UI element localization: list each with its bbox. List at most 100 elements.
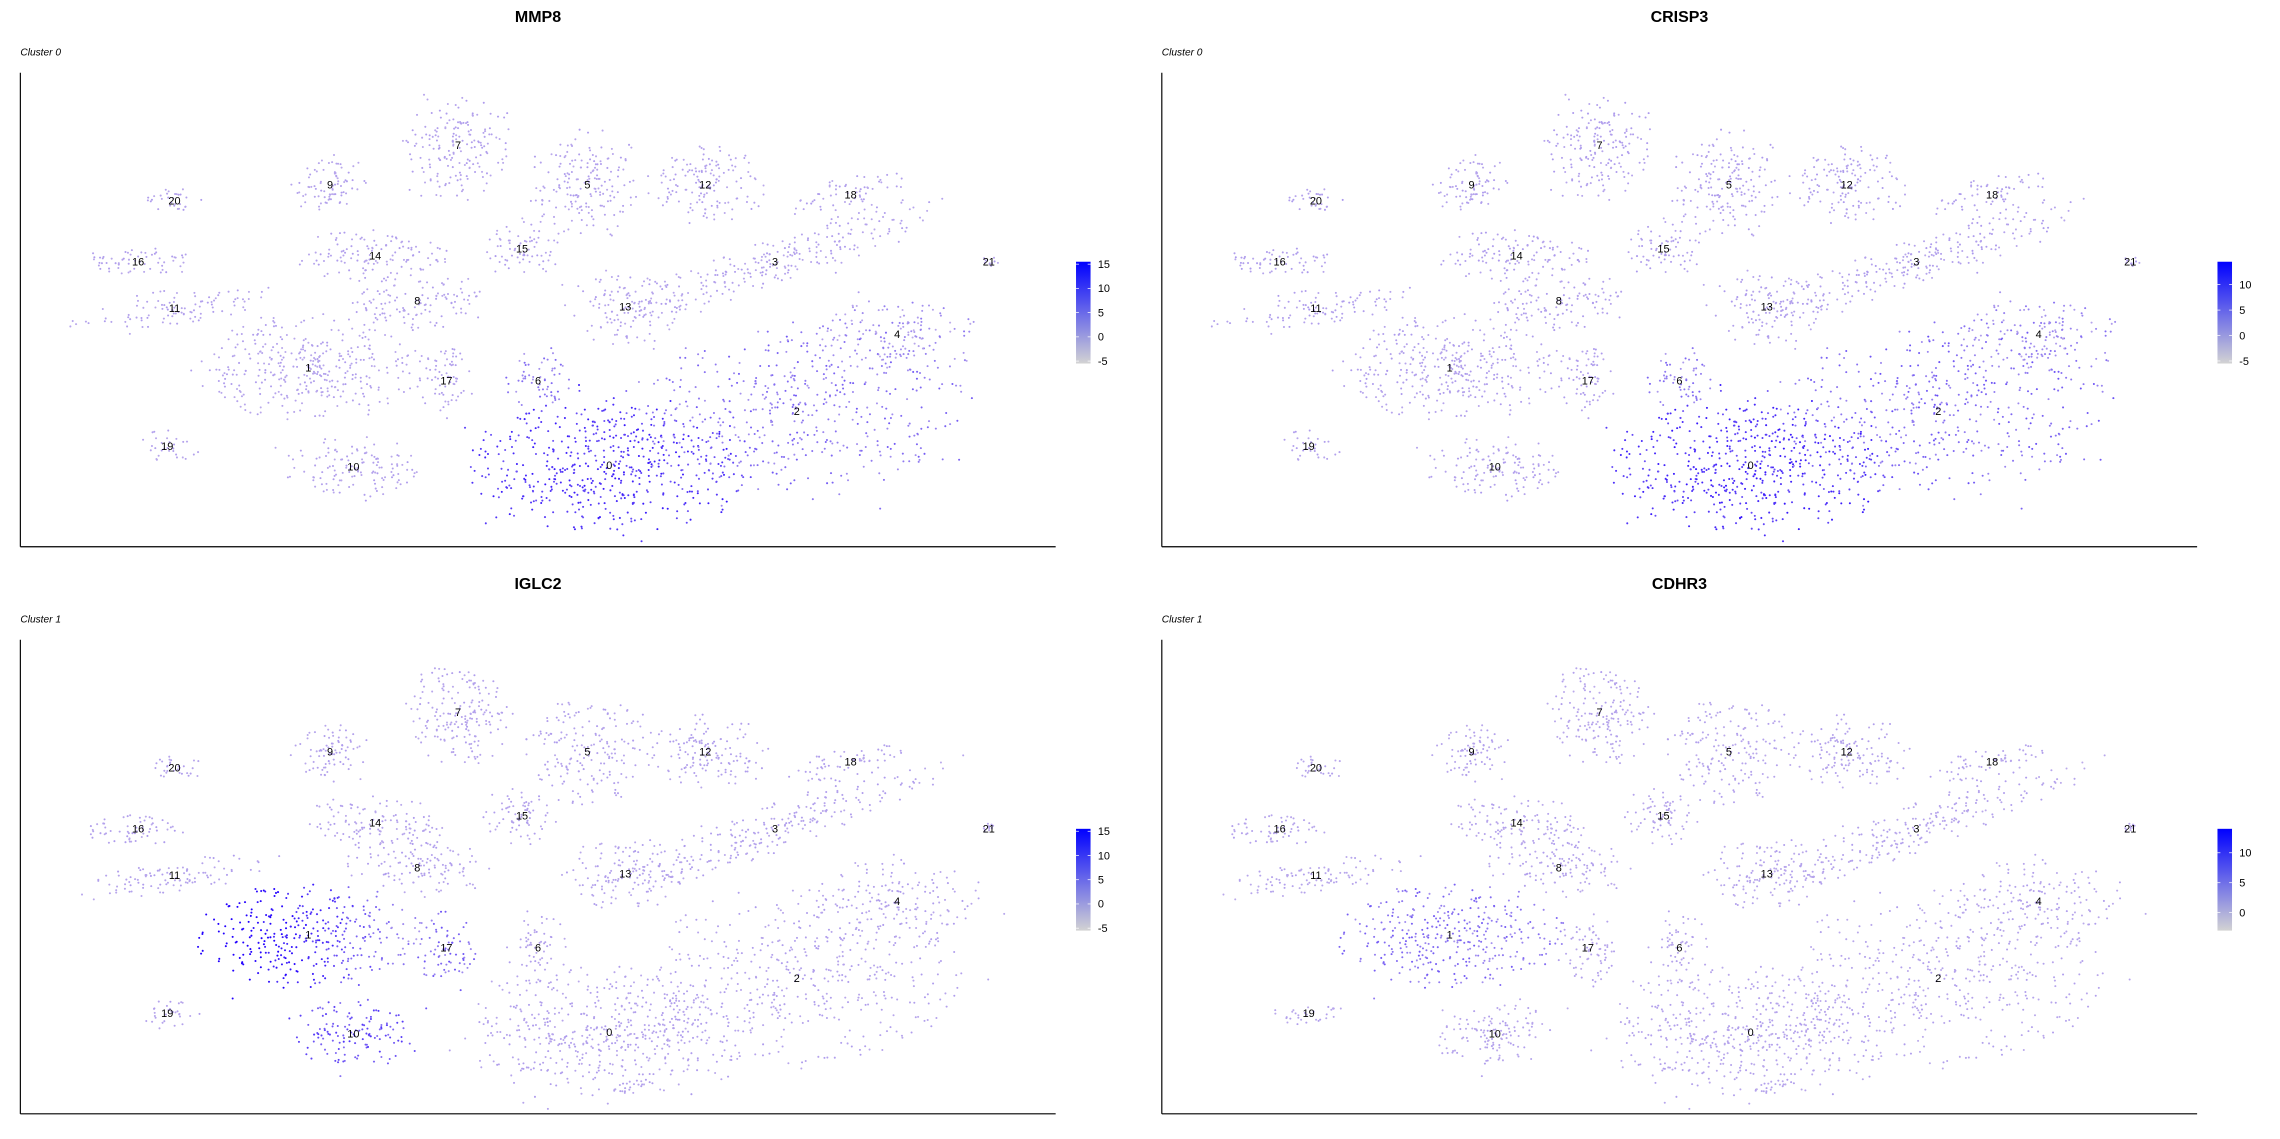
cell-point-cluster-0 (552, 440, 554, 442)
cell-point-cluster-8 (453, 307, 455, 309)
cell-point-cluster-2 (886, 428, 888, 430)
cell-point-cluster-5 (613, 196, 615, 198)
cell-point-cluster-2 (1991, 382, 1993, 384)
cell-point-cluster-5 (530, 200, 532, 202)
cell-point-cluster-0 (1843, 439, 1845, 441)
cell-point-cluster-4 (2105, 359, 2107, 361)
cell-point-cluster-0 (1818, 510, 1820, 512)
cell-point-cluster-7 (503, 116, 505, 118)
cell-point-cluster-14 (372, 229, 374, 231)
cell-point-cluster-2 (744, 348, 746, 350)
cell-point-cluster-2 (1907, 391, 1909, 393)
cell-point-cluster-19 (176, 456, 178, 458)
cell-point-cluster-10 (413, 475, 415, 477)
cell-point-cluster-4 (1980, 335, 1982, 337)
cell-point-cluster-18 (877, 176, 879, 178)
cell-point-cluster-8 (425, 303, 427, 305)
cell-point-cluster-2 (753, 386, 755, 388)
cell-point-cluster-2 (1879, 489, 1881, 491)
cell-point-cluster-9 (323, 169, 325, 171)
cell-point-cluster-15 (496, 230, 498, 232)
cell-point-cluster-2 (815, 426, 817, 428)
cell-point-cluster-0 (620, 480, 622, 482)
cell-point-cluster-12 (763, 194, 765, 196)
cell-point-cluster-0 (643, 456, 645, 458)
cell-point-cluster-3 (858, 212, 860, 214)
cell-point-cluster-4 (830, 329, 832, 331)
cell-point-cluster-4 (1978, 339, 1980, 341)
cell-point-cluster-4 (2055, 343, 2057, 345)
cell-point-cluster-0 (569, 495, 571, 497)
cell-point-cluster-13 (1728, 330, 1730, 332)
cell-point-cluster-3 (781, 279, 783, 281)
cell-point-cluster-2 (1862, 505, 1864, 507)
cell-point-cluster-0 (509, 436, 511, 438)
cell-point-cluster-16 (149, 268, 151, 270)
cell-point-cluster-0 (618, 478, 620, 480)
cell-point-cluster-0 (670, 481, 672, 483)
cell-point-cluster-2 (927, 426, 929, 428)
cell-point-cluster-7 (466, 175, 468, 177)
cell-point-cluster-2 (1985, 341, 1987, 343)
cell-point-cluster-2 (921, 406, 923, 408)
cell-point-cluster-0 (696, 406, 698, 408)
cell-point-cluster-3 (789, 254, 791, 256)
cell-point-cluster-2 (791, 439, 793, 441)
cell-point-cluster-0 (1828, 450, 1830, 452)
cell-point-cluster-17 (455, 364, 457, 366)
cell-point-cluster-2 (1846, 418, 1848, 420)
cell-point-cluster-5 (567, 181, 569, 183)
cell-point-cluster-2 (1975, 404, 1977, 406)
cell-point-cluster-17 (439, 409, 441, 411)
cell-point-cluster-10 (364, 494, 366, 496)
cell-point-cluster-0 (1705, 469, 1707, 471)
cell-point-cluster-4 (2037, 353, 2039, 355)
cell-point-cluster-0 (615, 435, 617, 437)
cell-point-cluster-3 (723, 257, 725, 259)
cell-point-cluster-12 (662, 172, 664, 174)
cell-point-cluster-6 (1663, 374, 1665, 376)
cell-point-cluster-0 (1731, 450, 1733, 452)
cell-point-cluster-3 (830, 252, 832, 254)
cell-point-cluster-2 (2008, 407, 2010, 409)
cell-point-cluster-2 (1942, 422, 1944, 424)
cell-point-cluster-10 (351, 476, 353, 478)
cell-point-cluster-19 (185, 458, 187, 460)
cell-point-cluster-18 (1964, 198, 1966, 200)
cell-point-cluster-13 (1784, 316, 1786, 318)
cell-point-cluster-13 (1719, 285, 1721, 287)
cell-point-cluster-2 (2059, 456, 2061, 458)
cell-point-cluster-0 (587, 446, 589, 448)
cell-point-cluster-0 (533, 486, 535, 488)
cell-point-cluster-1 (221, 347, 223, 349)
cell-point-cluster-8 (384, 317, 386, 319)
cell-point-cluster-2 (935, 428, 937, 430)
cell-point-cluster-0 (597, 429, 599, 431)
cell-point-cluster-2 (1924, 402, 1926, 404)
cell-point-cluster-3 (864, 223, 866, 225)
cell-point-cluster-2 (792, 443, 794, 445)
cell-point-cluster-7 (490, 174, 492, 176)
cell-point-cluster-0 (579, 465, 581, 467)
cell-point-cluster-4 (902, 322, 904, 324)
cell-point-cluster-0 (692, 497, 694, 499)
cell-point-cluster-5 (567, 228, 569, 230)
cell-point-cluster-0 (1730, 440, 1732, 442)
cell-point-cluster-0 (601, 464, 603, 466)
cell-point-cluster-7 (467, 199, 469, 201)
cell-point-cluster-17 (429, 369, 431, 371)
cell-point-cluster-0 (641, 423, 643, 425)
cell-point-cluster-0 (627, 447, 629, 449)
cell-point-cluster-0 (1745, 471, 1747, 473)
cell-point-cluster-2 (1793, 465, 1795, 467)
cell-point-cluster-5 (622, 169, 624, 171)
cell-point-cluster-7 (455, 126, 457, 128)
cell-point-cluster-0 (626, 465, 628, 467)
cell-point-cluster-1 (252, 334, 254, 336)
cell-point-cluster-11 (163, 318, 165, 320)
cell-point-cluster-1 (222, 374, 224, 376)
cell-point-cluster-2 (916, 390, 918, 392)
cell-point-cluster-4 (821, 338, 823, 340)
cell-point-cluster-2 (1905, 434, 1907, 436)
cell-point-cluster-0 (1739, 517, 1741, 519)
